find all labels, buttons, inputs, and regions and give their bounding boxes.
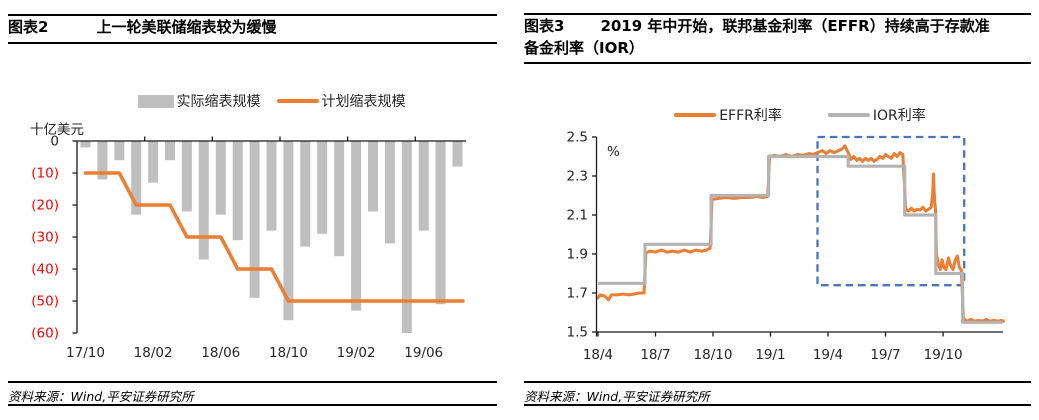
x-tick-label: 19/02 xyxy=(337,345,376,361)
bar-17/12 xyxy=(114,141,125,161)
bar-18/01 xyxy=(131,141,142,215)
figure-label: 图表3 xyxy=(524,17,565,35)
bar-18/12 xyxy=(317,141,328,234)
bar-19/06 xyxy=(418,141,429,231)
bars-actual-runoff xyxy=(80,141,463,333)
bar-18/04 xyxy=(181,141,192,212)
figure3-title: 图表3 2019 年中开始，联邦基金利率（EFFR）持续高于存款准备金利率（IOR… xyxy=(524,15,994,59)
legend-label: 计划缩表规模 xyxy=(321,94,406,110)
y-tick-label: (60) xyxy=(31,326,59,342)
bar-17/11 xyxy=(97,141,108,180)
figure2-title: 图表2 上一轮美联储缩表较为缓慢 xyxy=(8,17,497,38)
bar-18/02 xyxy=(148,141,159,183)
x-tick-label: 19/7 xyxy=(870,347,900,363)
axes xyxy=(592,136,1003,337)
y-tick-label: 0 xyxy=(50,134,59,150)
bar-18/11 xyxy=(300,141,311,247)
y-tick-label: (40) xyxy=(31,262,59,278)
source-note: 资料来源：Wind,平安证券研究所 xyxy=(8,389,194,404)
x-tick-label: 17/10 xyxy=(66,345,105,361)
bar-18/08 xyxy=(249,141,260,298)
legend-item-effr: EFFR利率 xyxy=(674,105,782,125)
y-tick-label: 1.5 xyxy=(567,325,588,341)
x-tick-label: 19/1 xyxy=(755,347,785,363)
x-tick-label: 18/7 xyxy=(640,347,670,363)
bar-17/10 xyxy=(80,141,91,148)
bar-18/10 xyxy=(283,141,294,321)
y-tick-label: (10) xyxy=(31,166,59,182)
y-axis-title: % xyxy=(607,144,620,160)
bar-18/03 xyxy=(165,141,175,161)
legend: 实际缩表规模 计划缩表规模 xyxy=(77,91,466,111)
line-swatch xyxy=(674,113,717,117)
bar-19/01 xyxy=(334,141,345,257)
y-tick-label: 1.7 xyxy=(567,286,588,302)
y-tick-labels: 0 (10) (20) (30) (40) (50) (60) xyxy=(31,134,59,342)
line-swatch xyxy=(276,99,319,103)
x-axis xyxy=(77,136,466,142)
x-tick-labels: 17/10 18/02 18/06 18/10 19/02 19/06 xyxy=(66,345,443,361)
y-tick-label: (50) xyxy=(31,294,59,310)
legend-label: 实际缩表规模 xyxy=(176,94,261,110)
title-top-rule xyxy=(524,13,1031,15)
legend-item-planned: 计划缩表规模 xyxy=(276,91,406,111)
bar-18/09 xyxy=(266,141,277,231)
bar-19/04 xyxy=(384,141,395,244)
bar-swatch xyxy=(137,94,174,108)
y-tick-label: 2.3 xyxy=(567,169,588,185)
source-top-rule xyxy=(524,381,1031,383)
bar-18/06 xyxy=(215,141,226,215)
effr-line xyxy=(596,144,1005,323)
x-tick-label: 18/02 xyxy=(134,345,173,361)
x-tick-label: 18/4 xyxy=(583,347,613,363)
y-axis-title: 十亿美元 xyxy=(30,122,84,138)
y-tick-label: 1.9 xyxy=(567,247,588,263)
source-note: 资料来源：Wind,平安证券研究所 xyxy=(524,389,710,404)
bar-19/02 xyxy=(351,141,362,311)
x-tick-labels: 18/4 18/7 18/10 19/1 19/4 19/7 19/10 xyxy=(583,347,963,363)
bar-18/05 xyxy=(198,141,209,260)
title-bottom-rule xyxy=(8,42,497,44)
legend-label: EFFR利率 xyxy=(719,108,782,124)
effr-vs-ior-rate-chart: 1.5 1.7 1.9 2.1 2.3 2.5% 18/4 18/7 18/10 19/1 19/4… xyxy=(567,130,1005,363)
bar-19/05 xyxy=(401,141,412,333)
bar-18/07 xyxy=(232,141,243,241)
figure-title-text: 上一轮美联储缩表较为缓慢 xyxy=(96,18,277,36)
source-bottom-rule xyxy=(524,404,1031,406)
y-tick-label: 2.1 xyxy=(567,208,588,224)
y-axis xyxy=(72,140,78,334)
x-tick-label: 19/06 xyxy=(404,345,443,361)
x-tick-label: 18/10 xyxy=(269,345,308,361)
y-tick-label: (30) xyxy=(31,230,59,246)
source-top-rule xyxy=(8,381,497,383)
figure-title-text: 2019 年中开始，联邦基金利率（EFFR）持续高于存款准备金利率（IOR） xyxy=(524,17,990,57)
title-top-rule xyxy=(8,14,497,16)
x-tick-label: 19/4 xyxy=(813,347,843,363)
bar-19/07 xyxy=(435,141,446,305)
y-tick-label: (20) xyxy=(31,198,59,214)
figure-label: 图表2 xyxy=(8,18,49,36)
legend-item-ior: IOR利率 xyxy=(827,105,926,125)
x-tick-label: 18/10 xyxy=(694,347,733,363)
legend: EFFR利率 IOR利率 xyxy=(597,105,1003,125)
source-bottom-rule xyxy=(8,404,497,406)
planned-runoff-line xyxy=(83,171,465,303)
bar-19/03 xyxy=(368,141,378,212)
line-swatch xyxy=(827,113,870,117)
title-bottom-rule xyxy=(524,62,1031,64)
y-tick-label: 2.5 xyxy=(567,130,588,146)
legend-label: IOR利率 xyxy=(872,108,926,124)
legend-item-actual: 实际缩表规模 xyxy=(137,91,261,111)
y-tick-labels: 1.5 1.7 1.9 2.1 2.3 2.5 xyxy=(567,130,588,341)
x-tick-label: 19/10 xyxy=(924,347,963,363)
bar-19/08 xyxy=(452,141,463,167)
ior-line xyxy=(598,154,1003,324)
x-tick-label: 18/06 xyxy=(201,345,240,361)
